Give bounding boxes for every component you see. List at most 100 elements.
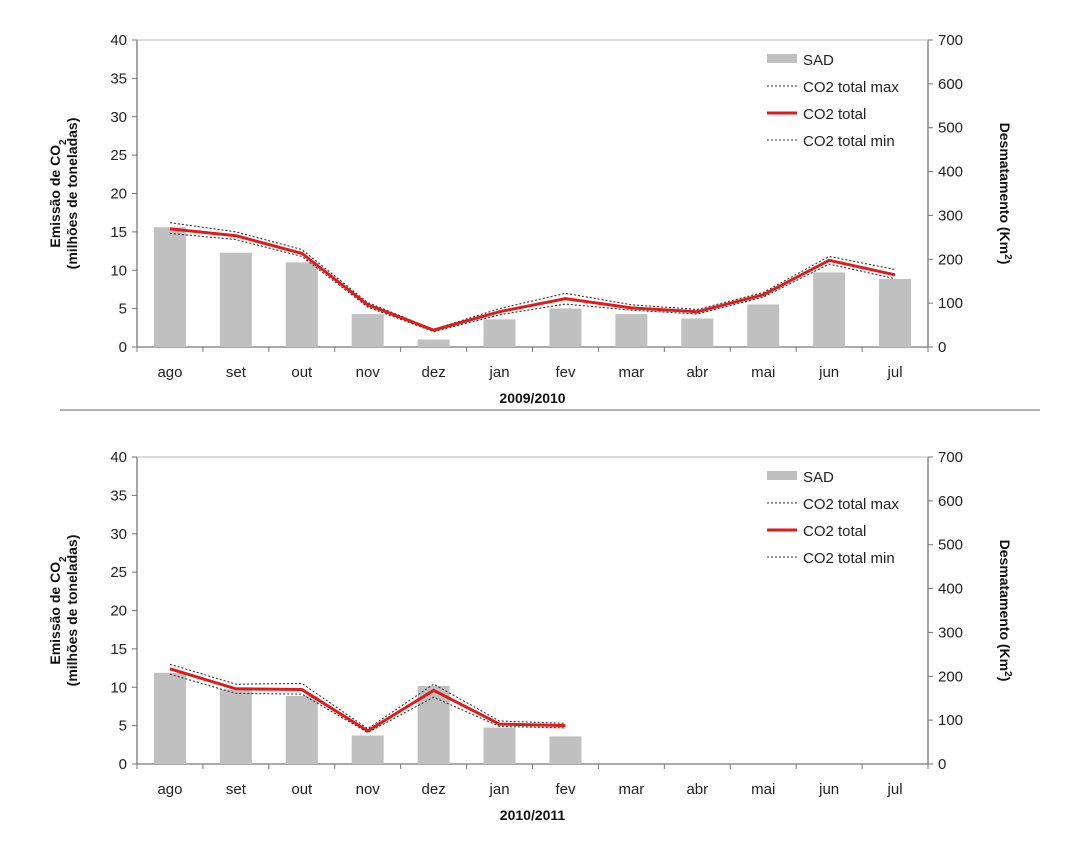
x-tick-label: out <box>291 364 313 381</box>
legend-label: CO2 total <box>803 106 866 123</box>
x-tick-label: nov <box>356 364 381 381</box>
bar-sad <box>351 735 384 764</box>
line-co2-total-min <box>169 232 896 333</box>
legend-label: SAD <box>803 52 834 69</box>
bar-sad <box>483 319 516 347</box>
x-tick-label: ago <box>157 364 182 381</box>
bar-sad <box>483 727 516 764</box>
bar-sad <box>219 252 252 347</box>
left-axis-title-subscript: 2 <box>58 139 69 145</box>
x-tick-label: jul <box>887 781 903 798</box>
right-tick-label: 200 <box>938 251 963 268</box>
left-tick-label: 30 <box>110 109 127 126</box>
right-tick-label: 700 <box>938 32 963 49</box>
left-tick-label: 0 <box>119 756 127 773</box>
x-tick-label: jan <box>489 364 510 381</box>
x-tick-label: mai <box>751 364 775 381</box>
bar-sad <box>747 304 780 347</box>
x-tick-label: dez <box>422 781 446 798</box>
line-co2-total <box>169 227 896 332</box>
right-axis-title-main: Desmatamento (Km <box>997 540 1013 671</box>
left-tick-label: 5 <box>119 301 127 318</box>
right-tick-label: 600 <box>938 76 963 93</box>
line-co2-total <box>169 667 566 733</box>
right-tick-label: 100 <box>938 712 963 729</box>
x-tick-label: jul <box>887 364 903 381</box>
x-tick-label: jan <box>489 781 510 798</box>
right-tick-label: 0 <box>938 756 946 773</box>
left-tick-label: 5 <box>119 718 127 735</box>
legend-swatch-sad <box>767 471 797 480</box>
bar-sad <box>813 272 846 347</box>
right-axis-title-superscript: 2 <box>1003 671 1014 677</box>
left-tick-label: 20 <box>110 603 127 620</box>
bar-sad <box>417 339 450 347</box>
right-tick-label: 100 <box>938 295 963 312</box>
left-axis-title: Emissão de CO2(milhões de toneladas) <box>47 118 80 270</box>
right-axis-title-text: Desmatamento (Km2) <box>997 540 1014 682</box>
chart-2010-2011: 05101520253035400100200300400500600700ag… <box>47 449 1014 823</box>
right-axis-title-main: Desmatamento (Km <box>997 123 1013 254</box>
left-tick-label: 25 <box>110 147 127 164</box>
left-axis-title-subscript: 2 <box>58 556 69 562</box>
x-tick-label: fev <box>555 364 576 381</box>
right-tick-label: 400 <box>938 581 963 598</box>
right-tick-label: 400 <box>938 164 963 181</box>
left-tick-label: 10 <box>110 679 127 696</box>
left-tick-label: 35 <box>110 487 127 504</box>
left-tick-label: 10 <box>110 262 127 279</box>
bar-sad <box>681 318 714 347</box>
x-tick-label: mar <box>618 364 644 381</box>
x-tick-label: mar <box>618 781 644 798</box>
right-tick-label: 200 <box>938 668 963 685</box>
x-tick-label: nov <box>356 781 381 798</box>
right-tick-label: 600 <box>938 493 963 510</box>
legend-label: CO2 total <box>803 523 866 540</box>
right-tick-label: 300 <box>938 207 963 224</box>
left-tick-label: 35 <box>110 70 127 87</box>
legend-label: SAD <box>803 469 834 486</box>
line-co2-total-max <box>169 663 566 730</box>
bar-sad <box>285 696 318 764</box>
right-tick-label: 0 <box>938 339 946 356</box>
left-axis-title-line2: (milhões de toneladas) <box>64 118 80 270</box>
x-tick-label: set <box>226 781 247 798</box>
x-tick-label: abr <box>686 364 708 381</box>
line-co2-total-max <box>169 222 896 330</box>
left-tick-label: 15 <box>110 641 127 658</box>
right-axis-title-close: ) <box>997 677 1013 682</box>
x-tick-label: dez <box>422 364 446 381</box>
legend-label: CO2 total max <box>803 496 899 513</box>
left-tick-label: 40 <box>110 32 127 49</box>
left-tick-label: 15 <box>110 224 127 241</box>
x-tick-label: out <box>291 781 313 798</box>
bar-sad <box>285 262 318 347</box>
x-tick-label: set <box>226 364 247 381</box>
left-axis-title-line2: (milhões de toneladas) <box>64 535 80 687</box>
left-axis-title-main: Emissão de CO <box>47 562 63 665</box>
bar-sad <box>153 227 186 347</box>
legend-label: CO2 total min <box>803 550 895 567</box>
right-tick-label: 700 <box>938 449 963 466</box>
bar-sad <box>153 672 186 764</box>
x-tick-label: jun <box>818 364 839 381</box>
right-axis-title: Desmatamento (Km2) <box>997 123 1014 265</box>
chart-title: 2009/2010 <box>499 390 565 406</box>
left-axis-title-line1: Emissão de CO2 <box>47 139 69 248</box>
legend-label: CO2 total max <box>803 79 899 96</box>
bar-sad <box>615 314 648 347</box>
chart-title: 2010/2011 <box>500 807 566 823</box>
legend-swatch-sad <box>767 54 797 63</box>
right-axis-title-text: Desmatamento (Km2) <box>997 123 1014 265</box>
bar-sad <box>549 736 582 764</box>
x-tick-label: fev <box>555 781 576 798</box>
legend-label: CO2 total min <box>803 133 895 150</box>
left-tick-label: 0 <box>119 339 127 356</box>
left-tick-label: 25 <box>110 564 127 581</box>
left-axis-title-main: Emissão de CO <box>47 145 63 248</box>
x-tick-label: abr <box>686 781 708 798</box>
right-axis-title-superscript: 2 <box>1003 254 1014 260</box>
left-tick-label: 40 <box>110 449 127 466</box>
right-axis-title: Desmatamento (Km2) <box>997 540 1014 682</box>
